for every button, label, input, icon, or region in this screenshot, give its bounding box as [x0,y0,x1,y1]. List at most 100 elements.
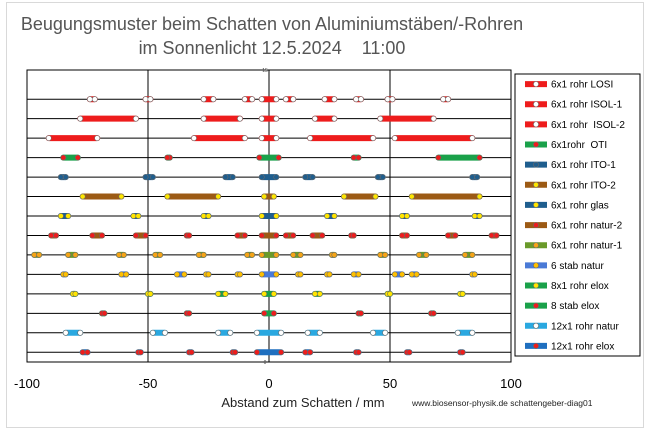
data-point [474,174,481,180]
legend-marker-dot [533,141,539,148]
data-point [89,232,96,239]
data-point [321,96,328,103]
data-point [377,252,384,258]
data-point [350,271,357,278]
data-point [370,329,376,336]
data-point [382,329,389,336]
data-point [404,213,410,219]
data-point [137,349,144,356]
data-point [290,96,297,103]
data-point [309,232,316,239]
data-point [353,96,360,103]
data-point [258,232,265,239]
data-point [316,329,323,336]
data-point [195,252,202,258]
data-point [99,232,105,239]
legend-marker-dot [533,121,539,128]
data-point [241,96,248,103]
data-point [278,329,284,336]
data-point [258,115,265,122]
data-point [77,115,84,122]
data-point [275,154,282,161]
data-point [258,96,265,103]
legend-label: 6x1 rohr ITO-1 [551,160,616,171]
data-point [307,349,314,356]
data-point [181,271,188,278]
data-point [331,115,338,122]
data-point [445,232,451,239]
data-point [416,252,422,258]
data-point [227,329,234,336]
data-point [77,329,84,336]
legend-label: 6x1 rohr LOSI [551,80,613,91]
data-point [297,271,304,278]
y-tick-label: 15 [262,68,268,74]
legend-label: 6x1 rohr glas [551,200,609,211]
x-tick-label: -50 [139,376,158,391]
legend-marker-dot [533,343,539,349]
data-point [399,271,405,278]
legend-label: 6 stab natur [551,261,604,272]
data-point [382,252,389,258]
data-point [290,232,297,239]
data-point [65,213,72,219]
data-point [273,271,280,278]
data-point [462,252,468,258]
data-point [488,232,495,239]
data-point [62,174,69,180]
data-point [215,329,222,336]
data-point [270,193,277,200]
data-point [493,232,500,239]
data-point [358,96,364,103]
legend-marker-dot [533,282,539,289]
data-point [355,349,362,356]
data-point [273,135,280,142]
data-point [232,349,239,356]
data-point [430,115,437,122]
chart-subtitle: im Sonnenlicht 12.5.2024 11:00 [139,38,406,58]
data-point [253,349,260,356]
data-point [399,213,405,219]
legend-marker-dot [533,262,539,269]
data-point [459,349,466,356]
data-point [79,349,86,356]
data-point [435,154,442,161]
legend-marker-dot [533,322,539,329]
data-point [283,96,289,103]
legend: 6x1 rohr LOSI 6x1 rohr ISOL-1 6x1 rohr ISO… [514,73,641,357]
data-point [256,154,263,161]
data-point [454,329,461,336]
data-point [132,232,139,239]
data-point [273,232,280,239]
data-point [319,232,326,239]
data-point [244,252,251,258]
data-point [423,252,430,258]
data-point [48,232,55,239]
data-point [374,174,381,180]
x-tick-label: 0 [265,376,272,391]
y-tick-label: 0 [264,360,267,366]
data-point [200,96,207,103]
data-point [200,213,207,219]
data-point [72,290,79,297]
data-point [200,115,207,122]
x-tick-label: 100 [500,376,522,391]
data-point [452,232,459,239]
data-point [94,135,101,142]
data-point [222,174,229,180]
data-point [399,232,405,239]
data-point [469,174,476,180]
data-point [258,174,265,180]
data-point [476,193,483,200]
data-point [355,154,362,161]
data-point [91,96,98,103]
legend-label: 6x1 rohr ISOL-2 [551,120,625,131]
data-point [241,232,248,239]
legend-marker-dot [533,302,539,309]
data-point [391,271,398,278]
data-point [53,232,59,239]
data-point [331,96,338,103]
data-point [270,290,277,297]
